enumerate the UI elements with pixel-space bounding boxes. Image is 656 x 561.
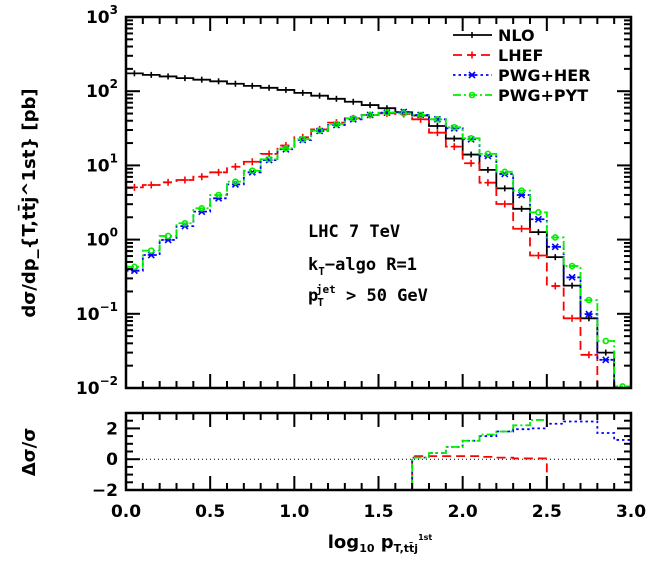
data-point-pwg-pyt — [535, 209, 542, 216]
data-point-pwg-pyt — [366, 111, 374, 119]
legend-item-pwg-her: PWG+HER — [453, 66, 591, 85]
data-point-pwg-pyt — [383, 109, 391, 116]
data-point-lhef — [433, 129, 441, 137]
x-tick-label: 1.0 — [279, 502, 309, 522]
ratio-y-tick-label: 0 — [106, 450, 118, 470]
data-point-pwg-pyt — [198, 205, 206, 212]
ratio-series-line-0 — [126, 455, 631, 490]
data-point-pwg-her — [568, 273, 576, 281]
data-point-pwg-pyt — [400, 110, 408, 117]
series-line-pwg-her — [126, 111, 616, 388]
x-tick-label: 1.5 — [363, 502, 393, 522]
y-tick-label: 10−1 — [76, 300, 118, 325]
data-point-lhef — [585, 351, 593, 359]
data-point-lhef — [215, 168, 223, 176]
data-point-pwg-pyt — [467, 134, 475, 142]
data-point-lhef — [450, 143, 458, 151]
data-point-pwg-pyt — [215, 191, 222, 199]
data-point-lhef — [518, 225, 526, 233]
legend-label: PWG+PYT — [498, 86, 588, 105]
x-tick-label: 2.5 — [532, 502, 562, 522]
data-point-pwg-pyt — [147, 247, 155, 254]
legend-marker — [468, 71, 476, 79]
ratio-y-tick-label: 2 — [106, 419, 118, 439]
data-point-pwg-pyt — [265, 155, 273, 163]
annotation-energy: LHC 7 TeV — [308, 222, 400, 242]
data-point-lhef — [534, 252, 542, 260]
series-line-nlo — [126, 72, 616, 388]
data-point-pwg-pyt — [551, 234, 559, 241]
data-point-pwg-pyt — [282, 145, 290, 152]
x-tick-label: 2.0 — [448, 502, 478, 522]
data-point-pwg-her — [534, 215, 542, 223]
data-point-pwg-pyt — [501, 168, 509, 176]
main-y-axis-label: dσ/dp_{T,tt̄j^1st} [pb] — [18, 88, 40, 317]
data-point-pwg-pyt — [333, 120, 340, 128]
series-line-pwg-pyt — [126, 111, 631, 388]
legend-item-lhef: LHEF — [453, 46, 543, 65]
data-point-pwg-pyt — [434, 116, 441, 123]
ratio-series-group — [126, 413, 631, 490]
legend-item-pwg-pyt: PWG+PYT — [453, 86, 588, 105]
data-point-lhef — [467, 159, 475, 167]
data-point-lhef — [147, 181, 155, 189]
ratio-y-axis-label: Δσ/σ — [19, 428, 40, 477]
y-tick-label: 100 — [86, 226, 118, 251]
x-tick-label: 0.0 — [111, 502, 141, 522]
data-point-lhef — [568, 314, 576, 322]
data-point-pwg-her — [551, 243, 559, 251]
annotation-cut: pTjet > 50 GeV — [308, 283, 428, 309]
data-point-pwg-pyt — [619, 383, 626, 388]
axes-group: 0.0 0.5 1.0 1.5 2.0 2.5 3.0 103 102 101 100 10−1 10−… — [76, 3, 646, 522]
data-point-lhef — [231, 163, 239, 171]
data-point-pwg-pyt — [299, 135, 307, 143]
data-point-pwg-pyt — [585, 296, 593, 304]
data-point-pwg-pyt — [484, 150, 492, 158]
data-point-lhef — [551, 282, 559, 290]
data-point-lhef — [164, 178, 172, 186]
data-point-pwg-pyt — [450, 124, 458, 131]
data-point-pwg-pyt — [316, 127, 323, 134]
data-point-pwg-pyt — [248, 167, 256, 174]
data-point-pwg-pyt — [164, 232, 172, 240]
legend-label: LHEF — [498, 46, 543, 65]
x-axis-label: log10 pT,tt̄j1st — [328, 532, 433, 555]
legend-marker — [468, 51, 476, 59]
ratio-series-line-2 — [126, 413, 548, 490]
series-line-lhef — [126, 112, 599, 388]
data-point-lhef — [181, 176, 189, 184]
data-point-pwg-pyt — [602, 337, 610, 345]
ratio-y-tick-label: −2 — [92, 481, 118, 501]
legend-label: NLO — [498, 26, 535, 45]
main-series-group — [126, 70, 631, 388]
annotation-algo: kT−algo R=1 — [308, 255, 417, 278]
legend-marker — [468, 91, 476, 99]
legend-label: PWG+HER — [498, 66, 591, 85]
data-point-pwg-pyt — [131, 263, 138, 271]
legend-item-nlo: NLO — [453, 26, 535, 45]
data-point-lhef — [198, 173, 206, 181]
data-point-pwg-her — [585, 310, 593, 318]
data-point-pwg-pyt — [349, 115, 357, 122]
data-point-pwg-pyt — [518, 187, 525, 194]
data-point-lhef — [501, 200, 509, 208]
data-point-pwg-pyt — [568, 262, 576, 270]
y-tick-label: 103 — [86, 3, 118, 28]
data-point-pwg-pyt — [181, 219, 189, 227]
y-tick-label: 101 — [86, 151, 118, 176]
x-tick-label: 3.0 — [616, 502, 646, 522]
data-point-pwg-her — [602, 356, 610, 364]
data-point-pwg-pyt — [232, 178, 239, 185]
x-tick-label: 0.5 — [195, 502, 225, 522]
data-point-pwg-pyt — [417, 111, 424, 119]
y-tick-label: 10−2 — [76, 374, 118, 399]
data-point-lhef — [484, 179, 492, 187]
y-tick-label: 102 — [86, 77, 118, 102]
data-point-lhef — [248, 158, 256, 166]
